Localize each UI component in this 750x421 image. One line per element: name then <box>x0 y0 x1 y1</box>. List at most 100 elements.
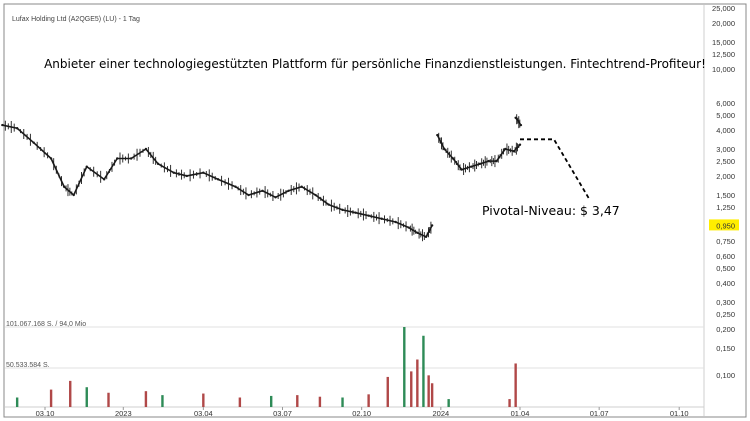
price-point <box>487 159 490 163</box>
y-tick-label: 0,250 <box>716 310 735 319</box>
x-tick-label: 03.07 <box>273 409 292 418</box>
volume-bar <box>161 395 164 407</box>
y-tick-label: 0,950 <box>716 221 735 230</box>
volume-bar <box>410 371 413 407</box>
volume-bar <box>238 397 242 407</box>
y-tick-label: 25,000 <box>712 4 735 13</box>
y-tick-label: 0,200 <box>716 325 735 334</box>
x-tick-label: 01.07 <box>590 409 609 418</box>
y-tick-label: 6,000 <box>716 99 735 108</box>
y-tick-label: 12,500 <box>712 50 735 59</box>
price-point <box>234 185 237 188</box>
volume-bar <box>85 387 88 407</box>
price-point <box>216 178 220 181</box>
price-point <box>274 196 277 199</box>
price-point <box>144 147 148 151</box>
y-tick-label: 2,500 <box>716 157 735 166</box>
price-point <box>367 214 370 217</box>
price-point <box>354 211 357 214</box>
price-point <box>72 193 75 197</box>
volume-bar <box>403 327 406 407</box>
volume-mid-label: 50.533.584 S. <box>6 362 50 369</box>
price-point <box>261 189 264 192</box>
price-point <box>156 162 160 166</box>
price-point <box>380 217 383 220</box>
y-tick-label: 0,300 <box>716 298 735 307</box>
price-point <box>32 141 35 144</box>
price-point <box>478 162 482 166</box>
volume-bar <box>15 397 19 407</box>
y-tick-label: 0,500 <box>716 264 735 273</box>
price-point <box>62 185 66 188</box>
price-point <box>314 193 317 197</box>
volume-bar <box>386 376 389 407</box>
price-point <box>470 165 473 168</box>
volume-bar <box>269 395 273 407</box>
y-tick-labels: 25,000 20,000 15,000 12,500 10,000 6,000 5,000… <box>709 4 739 380</box>
price-point <box>287 189 290 192</box>
x-tick-label: 02.10 <box>352 409 371 418</box>
volume-bar <box>49 389 53 407</box>
price-point <box>512 150 516 153</box>
price-point <box>424 235 428 239</box>
y-tick-label: 1,250 <box>716 203 735 212</box>
y-tick-label: 1,500 <box>716 191 735 200</box>
x-tick-label: 03.04 <box>194 409 213 418</box>
price-point <box>430 224 434 227</box>
price-point <box>451 157 455 160</box>
volume-bar <box>69 380 72 407</box>
price-point <box>519 123 523 127</box>
volume-bar <box>318 396 322 407</box>
y-tick-label: 5,000 <box>716 111 735 120</box>
x-tick-label: 2024 <box>432 409 449 418</box>
y-tick-label: 0,100 <box>716 371 735 380</box>
price-point <box>247 193 250 197</box>
price-point <box>15 127 19 130</box>
x-tick-label: 01.10 <box>670 409 689 418</box>
volume-bar <box>107 392 110 407</box>
price-point <box>416 231 419 234</box>
x-tick-label: 01.04 <box>511 409 530 418</box>
volume-bars <box>15 327 517 407</box>
pivot-projection <box>520 138 591 201</box>
chart-title: Lufax Holding Ltd (A2QGE5) (LU) - 1 Tag <box>12 16 140 23</box>
x-tick-labels: 03.10 2023 03.04 03.07 02.10 2024 01.04 01.07 01… <box>36 407 689 418</box>
price-point <box>460 168 463 171</box>
volume-max-label: 101.067.168 S. / 94,0 Mio <box>6 321 86 328</box>
price-point <box>202 171 205 174</box>
volume-bar <box>296 395 299 407</box>
price-point <box>394 220 397 224</box>
price-point <box>102 178 106 181</box>
y-tick-label: 3,000 <box>716 145 735 154</box>
price-point <box>116 157 119 160</box>
volume-bar <box>422 335 425 407</box>
volume-bar <box>367 394 370 407</box>
y-tick-label: 10,000 <box>712 65 735 74</box>
price-point <box>495 159 498 163</box>
y-tick-label: 20,000 <box>712 19 735 28</box>
volume-bar <box>202 393 205 407</box>
volume-bar <box>447 399 450 407</box>
y-tick-label: 0,150 <box>716 344 735 353</box>
x-tick-label: 2023 <box>115 409 132 418</box>
price-point <box>341 208 344 212</box>
y-tick-label: 4,000 <box>716 126 735 135</box>
volume-bar <box>427 375 430 407</box>
pivot-label: Pivotal-Niveau: $ 3,47 <box>482 203 620 218</box>
volume-bar <box>508 399 511 407</box>
current-price-badge <box>709 219 739 231</box>
y-tick-label: 0,400 <box>716 279 735 288</box>
volume-bar <box>430 383 434 407</box>
price-point <box>504 147 507 151</box>
y-tick-label: 0,600 <box>716 252 735 261</box>
volume-bar <box>144 391 148 407</box>
price-point <box>436 133 439 137</box>
projection-line <box>520 138 591 201</box>
volume-bar <box>416 359 419 407</box>
price-point <box>518 143 522 146</box>
price-point <box>1 123 4 127</box>
volume-bar <box>341 397 344 407</box>
price-point <box>85 165 88 168</box>
price-point <box>327 203 330 206</box>
